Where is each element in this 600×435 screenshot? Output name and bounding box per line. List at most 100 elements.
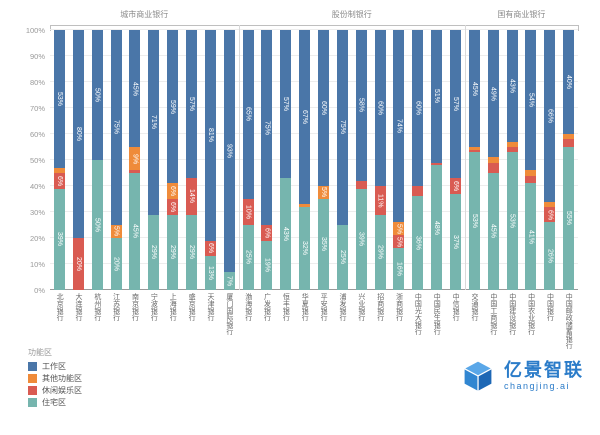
bar-slot: 39% 58%	[352, 30, 371, 290]
x-label-slot: 浦发银行	[333, 293, 352, 363]
bar-segment: 37%	[449, 193, 461, 290]
brand-text: 亿景智联 changjing.ai	[504, 360, 584, 392]
cube-icon	[462, 360, 494, 393]
bar-slot: 36% 60%	[408, 30, 427, 290]
stacked-bar: 48% 51%	[431, 30, 443, 290]
x-axis-bank-label: 厦门国际银行	[225, 293, 233, 335]
x-label-slot: 中国邮政储蓄银行	[559, 293, 578, 363]
bar-segment-label: 25%	[338, 250, 346, 265]
bar-slot: 48% 51%	[427, 30, 446, 290]
plot-area: 39% 6% 53% 20% 80% 50% 50% 20% 5% 75% 45% 9% 45% 29% 7…	[26, 25, 578, 293]
bar-segment: 20%	[72, 238, 84, 290]
bar-segment-label: 53%	[470, 214, 478, 229]
legend-items: 工作区 其他功能区 休闲娱乐区 住宅区	[28, 362, 82, 407]
gridline	[50, 263, 578, 264]
bar-segment: 9%	[129, 147, 141, 171]
legend-title: 功能区	[28, 348, 52, 357]
bar-segment-label: 10%	[244, 204, 252, 219]
x-axis-bank-label: 中国建设银行	[508, 293, 516, 335]
bar-slot: 20% 5% 75%	[107, 30, 126, 290]
bar-segment	[506, 147, 518, 153]
y-tick-label: 100%	[25, 25, 45, 35]
stacked-bar: 19% 6% 75%	[261, 30, 273, 290]
bar-segment: 57%	[185, 30, 197, 179]
bar-segment: 74%	[393, 30, 405, 223]
bar-slot: 26% 6% 66%	[540, 30, 559, 290]
x-label-slot: 招商银行	[371, 293, 390, 363]
bar-segment-label: 74%	[395, 119, 403, 134]
y-tick-label: 30%	[29, 207, 45, 217]
stacked-bar: 25% 10% 65%	[242, 30, 254, 290]
y-tick-label: 60%	[29, 129, 45, 139]
bar-segment-label: 80%	[74, 126, 82, 141]
x-axis-bank-label: 中信银行	[452, 293, 460, 321]
stacked-bar: 53% 45%	[468, 30, 480, 290]
stacked-bar: 37% 6% 57%	[449, 30, 461, 290]
bar-segment	[412, 186, 424, 197]
stacked-bar: 13% 6% 81%	[204, 30, 216, 290]
x-label-slot: 上海银行	[163, 293, 182, 363]
stacked-bar: 7% 93%	[223, 30, 235, 290]
bar-segment: 6%	[53, 173, 65, 189]
bar-segment-label: 49%	[489, 86, 497, 101]
bar-segment: 58%	[355, 30, 367, 181]
bar-slot: 53% 43%	[503, 30, 522, 290]
bar-segment: 57%	[449, 30, 461, 179]
bar-segment-label: 35%	[319, 237, 327, 252]
x-axis-line	[50, 289, 578, 290]
bar-segment: 26%	[544, 222, 556, 290]
bar-segment: 40%	[563, 30, 575, 135]
x-axis-bank-label: 南京银行	[131, 293, 139, 321]
x-axis-bank-label: 中国光大银行	[414, 293, 422, 335]
bar-segment: 5%	[110, 225, 122, 238]
legend-item-label: 住宅区	[42, 397, 66, 407]
y-tick-label: 10%	[29, 259, 45, 269]
bar-slot: 29% 14% 57%	[182, 30, 201, 290]
stacked-bar: 29% 14% 57%	[185, 30, 197, 290]
bar-segment: 6%	[261, 225, 273, 241]
bar-slot: 29% 71%	[144, 30, 163, 290]
bar-segment: 59%	[167, 30, 179, 184]
x-axis-bank-label: 浦发银行	[338, 293, 346, 321]
bar-segment-label: 55%	[565, 211, 573, 226]
brand-logo: 亿景智联 changjing.ai	[460, 358, 584, 394]
y-tick-label: 50%	[29, 155, 45, 165]
x-axis-bank-label: 江苏银行	[112, 293, 120, 321]
bar-segment: 25%	[242, 225, 254, 290]
bar-slot: 37% 6% 57%	[446, 30, 465, 290]
x-axis-bank-label: 中国民生银行	[433, 293, 441, 335]
bar-segment: 66%	[544, 30, 556, 202]
x-label-slot: 江苏银行	[107, 293, 126, 363]
bar-segment: 5%	[393, 235, 405, 249]
stacked-bar: 16% 5% 5% 74%	[393, 30, 405, 290]
x-axis-bank-label: 上海银行	[169, 293, 177, 321]
gridline	[50, 29, 578, 30]
bar-slot: 19% 6% 75%	[257, 30, 276, 290]
bar-segment: 57%	[280, 30, 292, 179]
x-axis-bank-label: 华夏银行	[301, 293, 309, 321]
stacked-bar: 26% 6% 66%	[544, 30, 556, 290]
gridline	[50, 211, 578, 212]
bar-segment: 20%	[110, 238, 122, 290]
stacked-bar: 41% 54%	[525, 30, 537, 290]
bar-segment-label: 39%	[357, 232, 365, 247]
x-label-slot: 天津银行	[201, 293, 220, 363]
bar-segment: 53%	[53, 30, 65, 168]
bar-segment-label: 45%	[489, 224, 497, 239]
x-label-slot: 厦门国际银行	[220, 293, 239, 363]
x-label-slot: 大连银行	[69, 293, 88, 363]
bar-segment-label: 5%	[395, 223, 403, 234]
y-tick-label: 40%	[29, 181, 45, 191]
y-tick-label: 70%	[29, 103, 45, 113]
bar-segment: 7%	[223, 271, 235, 290]
bar-slot: 29% 6% 6% 59%	[163, 30, 182, 290]
bar-segment-label: 57%	[451, 97, 459, 112]
x-axis-bank-label: 天津银行	[206, 293, 214, 321]
legend-item: 休闲娱乐区	[28, 386, 82, 395]
bar-segment: 6%	[167, 183, 179, 200]
bar-segment: 10%	[242, 199, 254, 225]
x-axis-labels: 北京银行 大连银行 杭州银行 江苏银行 南京银行 宁波银行 上海银行 盛京银行 天津银行 厦门国际…	[50, 293, 578, 363]
bar-segment-label: 51%	[433, 89, 441, 104]
gridline	[50, 237, 578, 238]
stacked-bar: 36% 60%	[412, 30, 424, 290]
